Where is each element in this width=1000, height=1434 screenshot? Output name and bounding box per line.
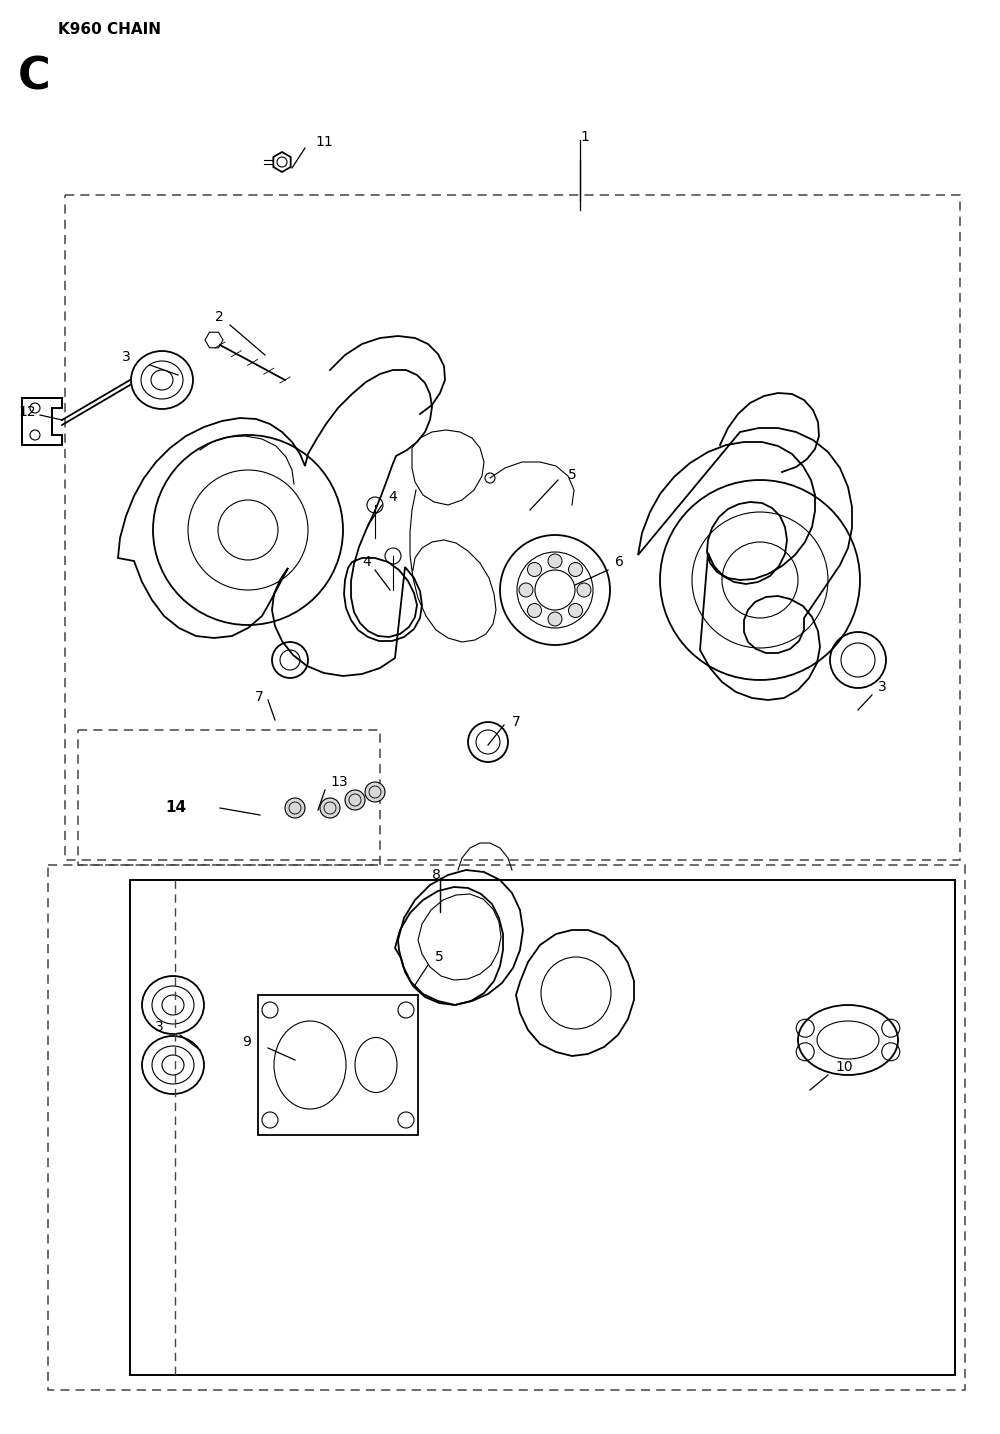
Circle shape <box>577 584 591 597</box>
Circle shape <box>285 797 305 817</box>
Text: 4: 4 <box>362 555 371 569</box>
Text: 3: 3 <box>122 350 131 364</box>
Circle shape <box>320 797 340 817</box>
Text: 11: 11 <box>315 135 333 149</box>
Text: 5: 5 <box>568 467 577 482</box>
Text: 2: 2 <box>215 310 224 324</box>
Text: 4: 4 <box>388 490 397 503</box>
Circle shape <box>519 584 533 597</box>
Text: 6: 6 <box>615 555 624 569</box>
Text: 7: 7 <box>512 716 521 728</box>
Text: 1: 1 <box>580 130 589 143</box>
Text: 13: 13 <box>330 774 348 789</box>
Text: 14: 14 <box>165 800 186 815</box>
Text: 3: 3 <box>155 1020 164 1034</box>
Text: 10: 10 <box>835 1060 853 1074</box>
Text: K960 CHAIN: K960 CHAIN <box>58 22 161 37</box>
Text: 8: 8 <box>432 868 441 882</box>
Text: 5: 5 <box>435 949 444 964</box>
Circle shape <box>548 554 562 568</box>
Text: 3: 3 <box>878 680 887 694</box>
Circle shape <box>527 604 541 618</box>
Circle shape <box>345 790 365 810</box>
Text: C: C <box>18 54 51 98</box>
Circle shape <box>569 604 583 618</box>
Circle shape <box>365 782 385 802</box>
Text: 7: 7 <box>255 690 264 704</box>
Circle shape <box>527 562 541 576</box>
Text: 9: 9 <box>242 1035 251 1050</box>
Text: 12: 12 <box>18 404 36 419</box>
Circle shape <box>548 612 562 627</box>
Circle shape <box>569 562 583 576</box>
